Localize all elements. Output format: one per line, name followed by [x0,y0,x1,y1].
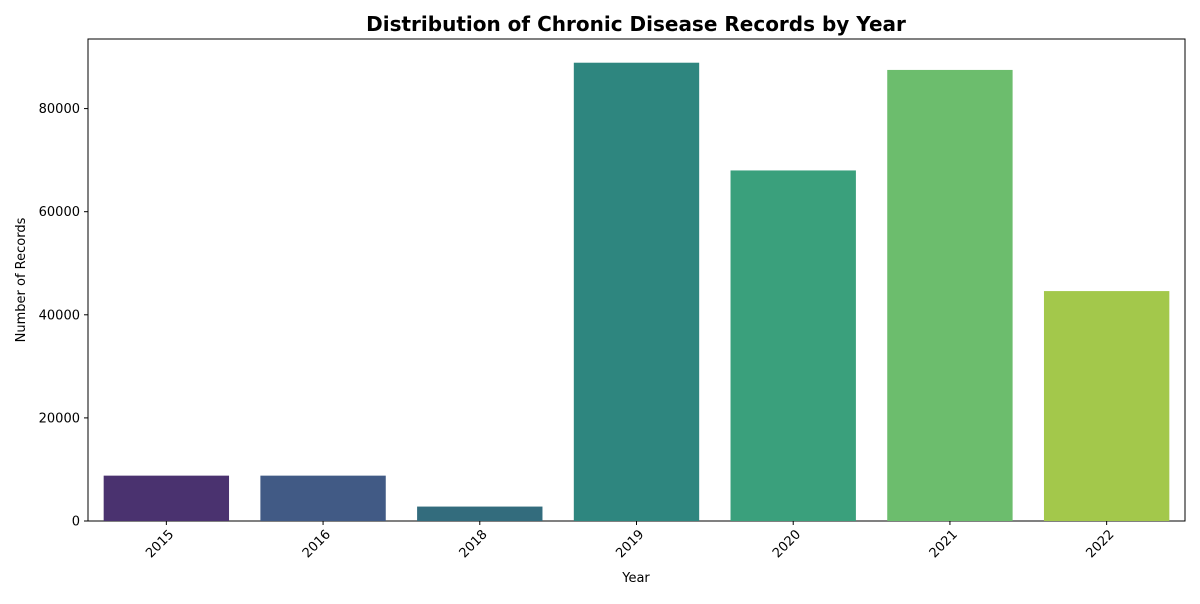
x-tick-label: 2022 [1083,527,1117,561]
chart-title: Distribution of Chronic Disease Records … [366,12,906,36]
bar-2021 [887,69,1013,522]
x-tick-label: 2020 [770,527,804,561]
bar-2016 [260,475,386,521]
x-tick-label: 2015 [143,527,177,561]
x-tick-label: 2016 [300,527,334,561]
x-axis-label: Year [621,571,650,586]
x-tick-label: 2018 [457,527,491,561]
bar-2022 [1043,291,1170,521]
y-tick-label: 60000 [39,205,80,220]
x-tick-label: 2021 [927,527,961,561]
y-axis: 0 20000 40000 60000 80000 [39,102,88,530]
y-tick-label: 40000 [39,308,80,323]
y-tick-label: 0 [72,515,80,530]
x-axis: 2015 2016 2018 2019 2020 2021 2022 [143,521,1117,561]
bar-2015 [103,475,230,521]
bars-group [103,62,1170,522]
bar-2018 [417,506,543,521]
bar-2020 [730,170,856,521]
y-tick-label: 20000 [39,411,80,426]
x-tick-label: 2019 [613,527,647,561]
bar-2019 [573,62,700,522]
y-axis-label: Number of Records [14,217,29,342]
y-tick-label: 80000 [39,102,80,117]
